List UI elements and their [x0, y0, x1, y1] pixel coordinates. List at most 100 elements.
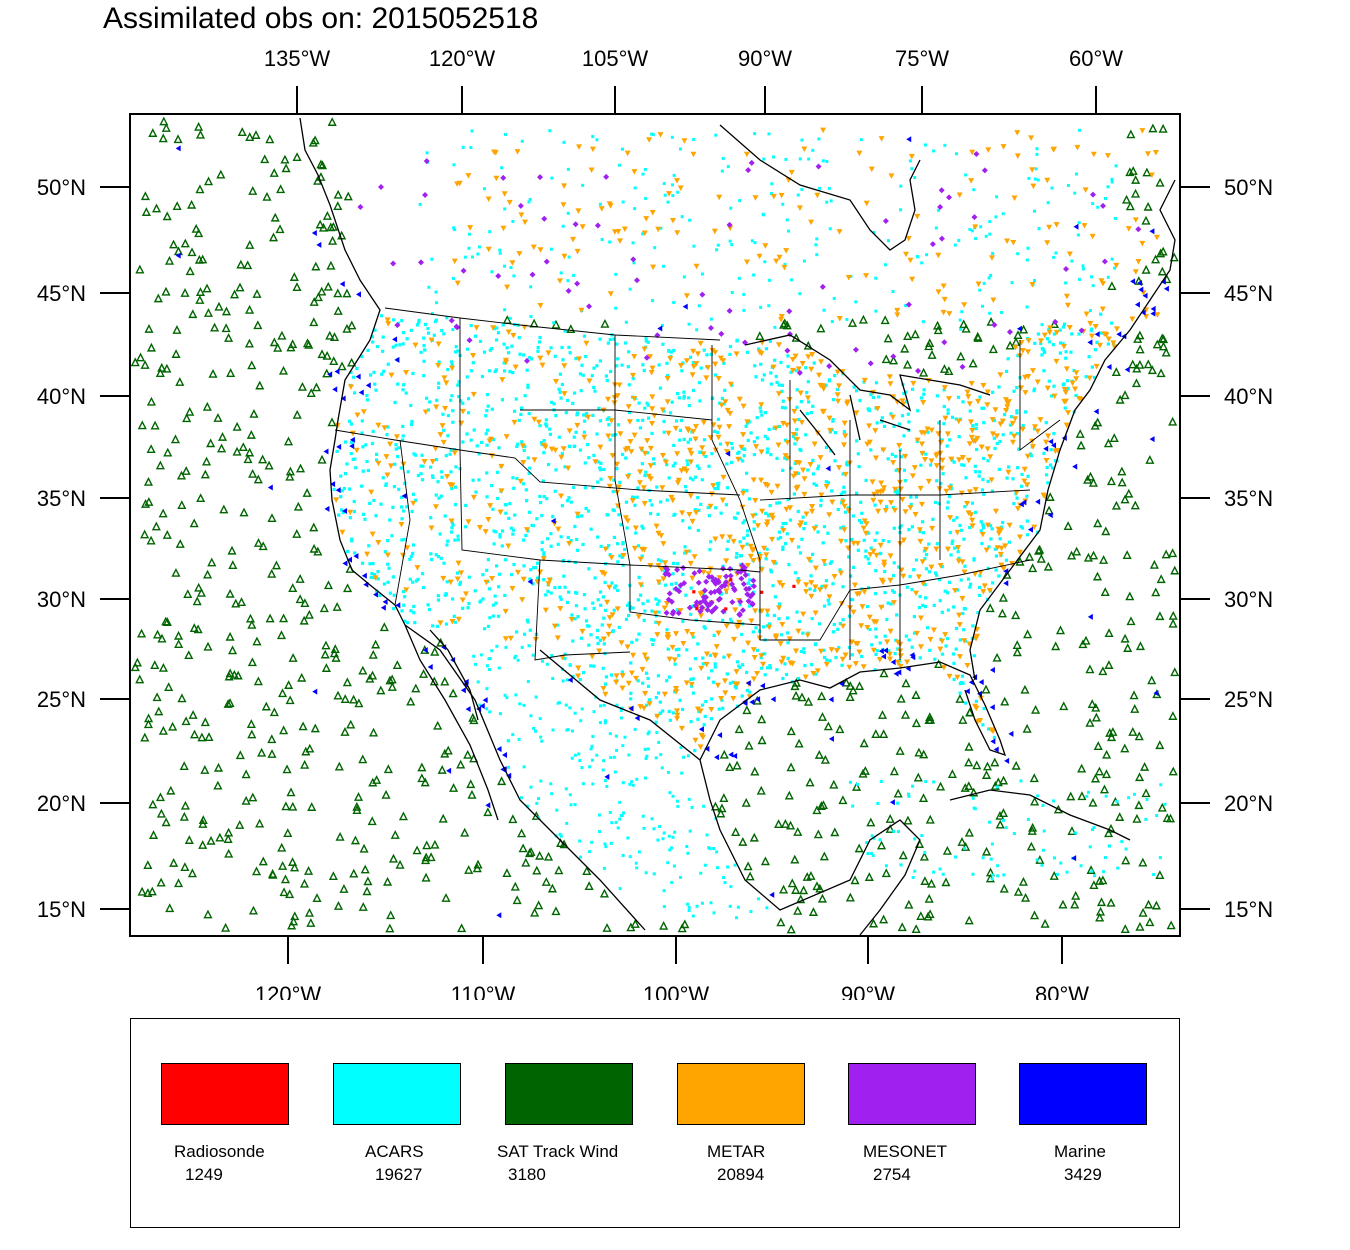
acars-ob — [526, 529, 530, 533]
mesonet-ob — [1063, 266, 1070, 273]
metar-ob — [574, 422, 581, 429]
acars-ob — [822, 648, 826, 652]
acars-ob — [891, 573, 896, 578]
sat-track-wind-ob — [162, 211, 172, 221]
acars-ob — [487, 657, 491, 661]
acars-ob — [652, 461, 656, 466]
acars-ob — [519, 406, 524, 410]
sat-track-wind-ob — [1072, 546, 1082, 556]
sat-track-wind-ob — [330, 644, 340, 653]
acars-ob — [786, 656, 790, 660]
metar-ob — [775, 342, 782, 348]
metar-ob — [545, 581, 552, 587]
metar-ob — [933, 463, 940, 469]
acars-ob — [825, 658, 829, 662]
acars-ob — [797, 418, 801, 422]
acars-ob — [596, 641, 600, 646]
acars-ob — [716, 243, 720, 247]
acars-ob — [637, 401, 641, 405]
sat-track-wind-ob — [339, 884, 349, 893]
acars-ob — [615, 342, 619, 346]
metar-ob — [629, 372, 636, 379]
acars-ob — [721, 706, 725, 710]
acars-ob — [796, 471, 801, 475]
acars-ob — [744, 471, 749, 475]
metar-ob — [1093, 363, 1100, 370]
acars-ob — [453, 350, 458, 354]
metar-ob — [589, 653, 596, 660]
metar-ob — [743, 259, 750, 266]
metar-ob — [531, 457, 538, 463]
sat-track-wind-ob — [170, 434, 181, 444]
acars-ob — [587, 624, 591, 628]
metar-ob — [840, 623, 847, 630]
marine-ob — [964, 688, 970, 695]
acars-ob — [895, 488, 899, 492]
acars-ob — [535, 517, 539, 521]
acars-ob — [646, 599, 650, 603]
sat-track-wind-ob — [879, 914, 889, 924]
metar-ob — [939, 457, 946, 464]
metar-ob — [864, 624, 871, 631]
acars-ob — [833, 373, 837, 378]
metar-ob — [887, 553, 894, 559]
acars-ob — [695, 904, 699, 908]
acars-ob — [701, 662, 705, 666]
acars-ob — [420, 453, 424, 457]
acars-ob — [884, 864, 888, 868]
acars-ob — [482, 350, 487, 354]
acars-ob — [910, 587, 914, 592]
acars-ob — [399, 505, 404, 509]
acars-ob — [467, 246, 471, 250]
metar-ob — [872, 455, 879, 461]
acars-ob — [624, 617, 629, 621]
metar-ob — [814, 668, 821, 674]
acars-ob — [597, 829, 601, 833]
acars-ob — [537, 797, 541, 801]
sat-track-wind-ob — [349, 868, 359, 878]
acars-ob — [578, 839, 582, 843]
metar-ob — [972, 571, 979, 577]
acars-ob — [883, 634, 887, 638]
acars-ob — [1010, 281, 1014, 285]
metar-ob — [919, 450, 926, 457]
acars-ob — [641, 363, 645, 367]
acars-ob — [637, 632, 641, 636]
acars-ob — [703, 863, 707, 867]
metar-ob — [642, 691, 649, 697]
acars-ob — [641, 681, 645, 685]
metar-ob — [836, 465, 843, 471]
acars-ob — [620, 452, 625, 457]
acars-ob — [438, 532, 442, 536]
acars-ob — [942, 388, 946, 392]
sat-track-wind-ob — [130, 357, 140, 367]
acars-ob — [719, 592, 724, 596]
acars-ob — [568, 351, 572, 355]
acars-ob — [763, 260, 767, 264]
sat-track-wind-ob — [757, 735, 767, 745]
sat-track-wind-ob — [285, 466, 295, 476]
acars-ob — [349, 422, 353, 426]
metar-ob — [714, 682, 721, 689]
acars-ob — [825, 160, 829, 164]
sat-track-wind-ob — [335, 831, 345, 841]
sat-track-wind-ob — [1134, 800, 1144, 810]
mesonet-ob — [670, 608, 677, 615]
acars-ob — [509, 266, 513, 270]
sat-track-wind-ob — [1111, 500, 1121, 510]
sat-track-wind-ob — [630, 919, 640, 928]
metar-ob — [985, 147, 992, 153]
acars-ob — [511, 371, 515, 375]
acars-ob — [994, 568, 998, 572]
metar-ob — [609, 612, 616, 618]
acars-ob — [860, 511, 864, 515]
acars-ob — [587, 643, 591, 647]
metar-ob — [761, 545, 768, 552]
acars-ob — [869, 392, 873, 397]
mesonet-ob — [675, 610, 682, 617]
acars-ob — [516, 658, 520, 662]
metar-ob — [854, 540, 861, 547]
sat-track-wind-ob — [175, 539, 185, 548]
metar-ob — [712, 447, 719, 454]
sat-track-wind-ob — [309, 522, 319, 532]
